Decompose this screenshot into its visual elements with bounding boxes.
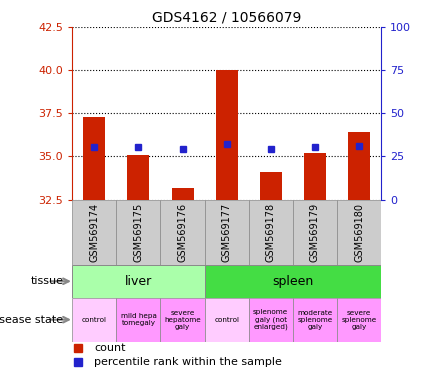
Text: GSM569174: GSM569174 [89,203,99,262]
Text: liver: liver [125,275,152,288]
Bar [260,172,282,200]
Bar [337,298,381,342]
Text: control: control [214,317,239,323]
Text: GSM569176: GSM569176 [177,203,187,262]
Bar [160,298,205,342]
Text: GSM569175: GSM569175 [134,203,143,262]
Bar [83,117,106,200]
Bar [72,298,117,342]
Bar [304,153,326,200]
Bar [215,70,238,200]
Text: control: control [82,317,107,323]
Bar [293,298,337,342]
Text: GSM569180: GSM569180 [354,203,364,262]
Bar [205,200,249,265]
Bar [72,265,205,298]
Bar [172,187,194,200]
Text: severe
hepatome
galy: severe hepatome galy [164,310,201,330]
Title: GDS4162 / 10566079: GDS4162 / 10566079 [152,10,301,24]
Text: severe
splenome
galy: severe splenome galy [341,310,377,330]
Bar [117,298,160,342]
Text: GSM569178: GSM569178 [266,203,276,262]
Bar [205,298,249,342]
Text: splenome
galy (not
enlarged): splenome galy (not enlarged) [253,309,288,330]
Text: count: count [94,343,125,354]
Bar [205,265,381,298]
Bar [293,200,337,265]
Bar [249,200,293,265]
Bar [160,200,205,265]
Bar [348,132,370,200]
Text: spleen: spleen [272,275,314,288]
Text: GSM569179: GSM569179 [310,203,320,262]
Text: disease state: disease state [0,314,64,325]
Text: tissue: tissue [31,276,64,286]
Bar [249,298,293,342]
Bar [337,200,381,265]
Bar [127,155,149,200]
Text: GSM569177: GSM569177 [222,203,232,262]
Bar [117,200,160,265]
Bar [72,200,117,265]
Text: moderate
splenome
galy: moderate splenome galy [297,310,332,330]
Text: mild hepa
tomegaly: mild hepa tomegaly [120,313,156,326]
Text: percentile rank within the sample: percentile rank within the sample [94,357,282,367]
